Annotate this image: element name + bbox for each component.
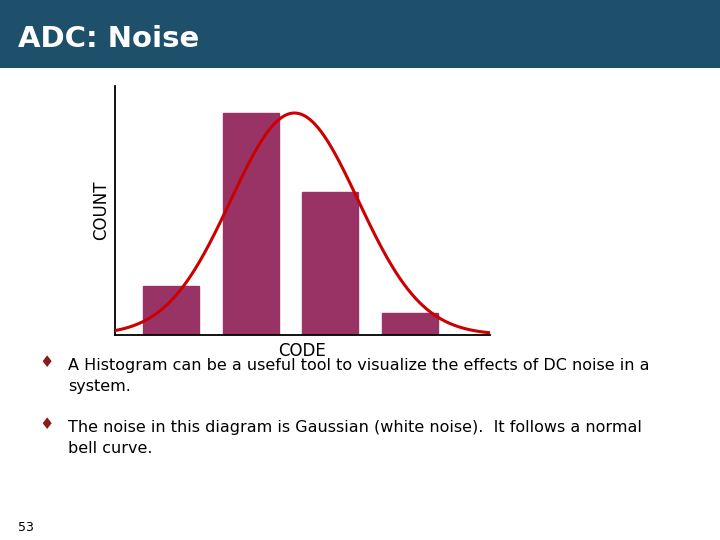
Bar xyxy=(302,192,358,335)
Text: The noise in this diagram is Gaussian (white noise).  It follows a normal: The noise in this diagram is Gaussian (w… xyxy=(68,420,642,435)
Bar xyxy=(222,113,279,335)
Text: A Histogram can be a useful tool to visualize the effects of DC noise in a: A Histogram can be a useful tool to visu… xyxy=(68,358,650,373)
Bar xyxy=(382,313,438,335)
X-axis label: CODE: CODE xyxy=(279,342,326,360)
Text: ♦: ♦ xyxy=(40,355,54,370)
Text: ♦: ♦ xyxy=(40,417,54,433)
Text: 53: 53 xyxy=(18,521,34,534)
Text: ADC: Noise: ADC: Noise xyxy=(18,25,199,53)
Y-axis label: COUNT: COUNT xyxy=(91,181,109,240)
Text: system.: system. xyxy=(68,379,131,394)
Text: bell curve.: bell curve. xyxy=(68,441,153,456)
Bar xyxy=(143,286,199,335)
